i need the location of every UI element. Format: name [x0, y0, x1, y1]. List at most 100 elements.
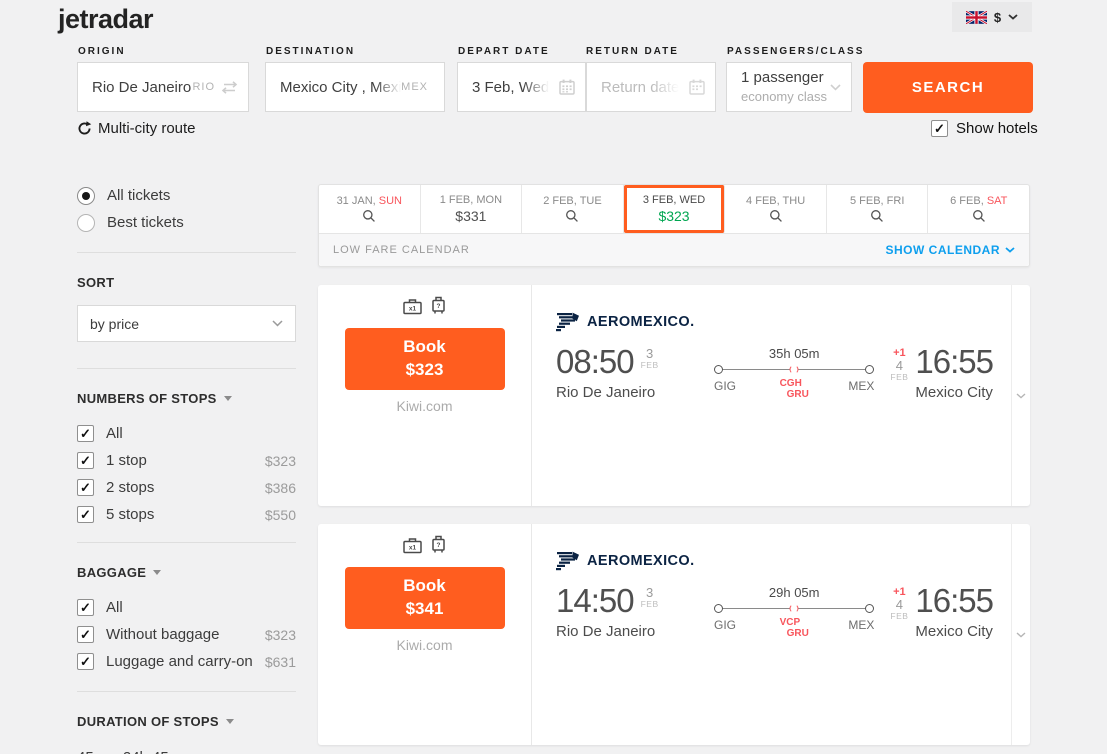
currency-symbol: $	[993, 9, 1002, 25]
baggage-options: All Without baggage $323 Luggage and car…	[77, 594, 296, 675]
best-tickets-option[interactable]: Best tickets	[77, 209, 296, 236]
agency-link[interactable]: Kiwi.com	[396, 637, 453, 653]
date-tab[interactable]: 4 FEB, THU	[725, 185, 827, 233]
all-tickets-option[interactable]: All tickets	[77, 182, 296, 209]
multi-city-route-link[interactable]: Multi-city route	[77, 120, 196, 137]
booking-section: x1 ? Book $323	[318, 285, 532, 506]
checkbox[interactable]	[77, 653, 94, 670]
multi-city-label: Multi-city route	[98, 120, 196, 137]
tab-day: WED	[679, 194, 706, 206]
itinerary-row: 08:50 3 FEB Rio De Janeiro 35h 05m	[556, 345, 994, 401]
checkbox[interactable]	[77, 425, 94, 442]
multi-city-icon	[77, 121, 92, 136]
duration-section-header[interactable]: DURATION OF STOPS	[77, 714, 296, 729]
baggage-info: x1 ?	[403, 296, 446, 315]
departure-month: FEB	[640, 599, 659, 610]
divider	[77, 691, 296, 692]
show-hotels-checkbox[interactable]	[931, 120, 948, 137]
show-calendar-link[interactable]: SHOW CALENDAR	[886, 243, 1016, 257]
airline-name: AEROMEXICO.	[587, 553, 695, 569]
depart-date-label: DEPART DATE	[458, 46, 550, 57]
all-tickets-radio[interactable]	[77, 186, 95, 205]
checkbox[interactable]	[77, 452, 94, 469]
divider	[77, 368, 296, 369]
search-fare-icon	[769, 209, 783, 223]
depart-date-input[interactable]: 3 Feb, Wed	[457, 62, 586, 112]
filter-option[interactable]: Without baggage $323	[77, 621, 296, 648]
low-fare-bar: LOW FARE CALENDAR SHOW CALENDAR	[319, 233, 1029, 266]
flight-duration: 35h 05m	[768, 346, 820, 361]
destination-value: Mexico City , Mexic	[280, 78, 402, 96]
baggage-section-header[interactable]: BAGGAGE	[77, 565, 296, 580]
sort-select[interactable]: by price	[77, 305, 296, 342]
currency-selector[interactable]: $	[952, 2, 1032, 32]
return-date-placeholder: Return date	[601, 78, 680, 96]
option-price: $323	[264, 452, 296, 469]
date-tab[interactable]: 31 JAN, SUN	[319, 185, 421, 233]
filters-sidebar: All tickets Best tickets SORT by price N…	[77, 182, 296, 754]
arrival-month: FEB	[890, 611, 909, 622]
flight-result-card: x1 ? Book $341	[318, 524, 1030, 745]
date-tab[interactable]: 1 FEB, MON $331	[421, 185, 523, 233]
book-button[interactable]: Book $341	[344, 567, 505, 629]
checkbox[interactable]	[77, 626, 94, 643]
origin-point-icon	[714, 604, 723, 613]
all-tickets-label: All tickets	[107, 187, 171, 204]
expand-details-button[interactable]	[1011, 524, 1030, 745]
date-tab[interactable]: 5 FEB, FRI	[827, 185, 929, 233]
agency-link[interactable]: Kiwi.com	[396, 398, 453, 414]
checkbox[interactable]	[77, 479, 94, 496]
filter-option[interactable]: All	[77, 594, 296, 621]
filter-option[interactable]: Luggage and carry-on $631	[77, 648, 296, 675]
book-button[interactable]: Book $323	[344, 328, 505, 390]
date-tab[interactable]: 6 FEB, SAT	[928, 185, 1029, 233]
search-button[interactable]: SEARCH	[863, 62, 1033, 113]
arrival-day: 4	[895, 597, 903, 613]
filter-option[interactable]: All	[77, 420, 296, 447]
option-price: $550	[264, 506, 296, 523]
flight-details: AEROMEXICO. 14:50 3 FEB Rio De Janeiro	[532, 524, 1011, 745]
filter-option[interactable]: 1 stop $323	[77, 447, 296, 474]
filter-option[interactable]: 5 stops $550	[77, 501, 296, 528]
arrival-date: +1 4 FEB	[890, 345, 908, 401]
option-price: $386	[264, 479, 296, 496]
departure-date: 3 FEB	[641, 345, 659, 378]
destination-iata-code: MEX	[401, 81, 428, 93]
chevron-down-icon	[272, 320, 283, 327]
date-tab[interactable]: 2 FEB, TUE	[522, 185, 624, 233]
checkbox[interactable]	[77, 506, 94, 523]
stopover-code-2: GRU	[786, 627, 809, 639]
date-calendar-box: 31 JAN, SUN 1 FEB, MON $331 2 FEB, TUE	[318, 184, 1030, 267]
passengers-class-selector[interactable]: 1 passenger economy class	[726, 62, 852, 112]
depart-date-value: 3 Feb, Wed	[472, 78, 550, 96]
best-tickets-radio[interactable]	[77, 213, 95, 232]
search-fare-icon	[565, 209, 579, 223]
low-fare-calendar-label: LOW FARE CALENDAR	[333, 244, 470, 256]
origin-value: Rio De Janeiro ,	[92, 78, 193, 96]
tab-date: 1 FEB,	[439, 194, 474, 206]
destination-input[interactable]: Mexico City , Mexic MEX	[265, 62, 445, 112]
swap-cities-icon[interactable]	[221, 80, 238, 94]
carry-on-baggage-icon: ?	[431, 296, 446, 315]
briefcase-baggage-icon: x1	[403, 537, 422, 554]
sort-section-title: SORT	[77, 275, 115, 290]
stops-section-header[interactable]: NUMBERS OF STOPS	[77, 391, 296, 406]
date-tab-selected[interactable]: 3 FEB, WED $323	[624, 185, 726, 233]
show-hotels-toggle[interactable]: Show hotels	[931, 120, 1038, 137]
svg-text:?: ?	[437, 542, 441, 549]
destination-label: DESTINATION	[266, 46, 356, 57]
filter-option[interactable]: 2 stops $386	[77, 474, 296, 501]
origin-input[interactable]: Rio De Janeiro , RIO	[77, 62, 249, 112]
arrival-time: 16:55	[915, 582, 994, 619]
expand-details-button[interactable]	[1011, 285, 1030, 506]
arrival-city: Mexico City	[915, 384, 993, 401]
passengers-label: PASSENGERS/CLASS	[727, 46, 865, 57]
passengers-value: 1 passenger	[741, 69, 824, 87]
stopover-codes: VCP GRU	[780, 617, 809, 639]
results-column: 31 JAN, SUN 1 FEB, MON $331 2 FEB, TUE	[318, 184, 1030, 745]
return-date-input[interactable]: Return date	[586, 62, 716, 112]
aeromexico-logo-icon	[556, 312, 580, 332]
departure-day: 3	[645, 585, 654, 600]
checkbox[interactable]	[77, 599, 94, 616]
